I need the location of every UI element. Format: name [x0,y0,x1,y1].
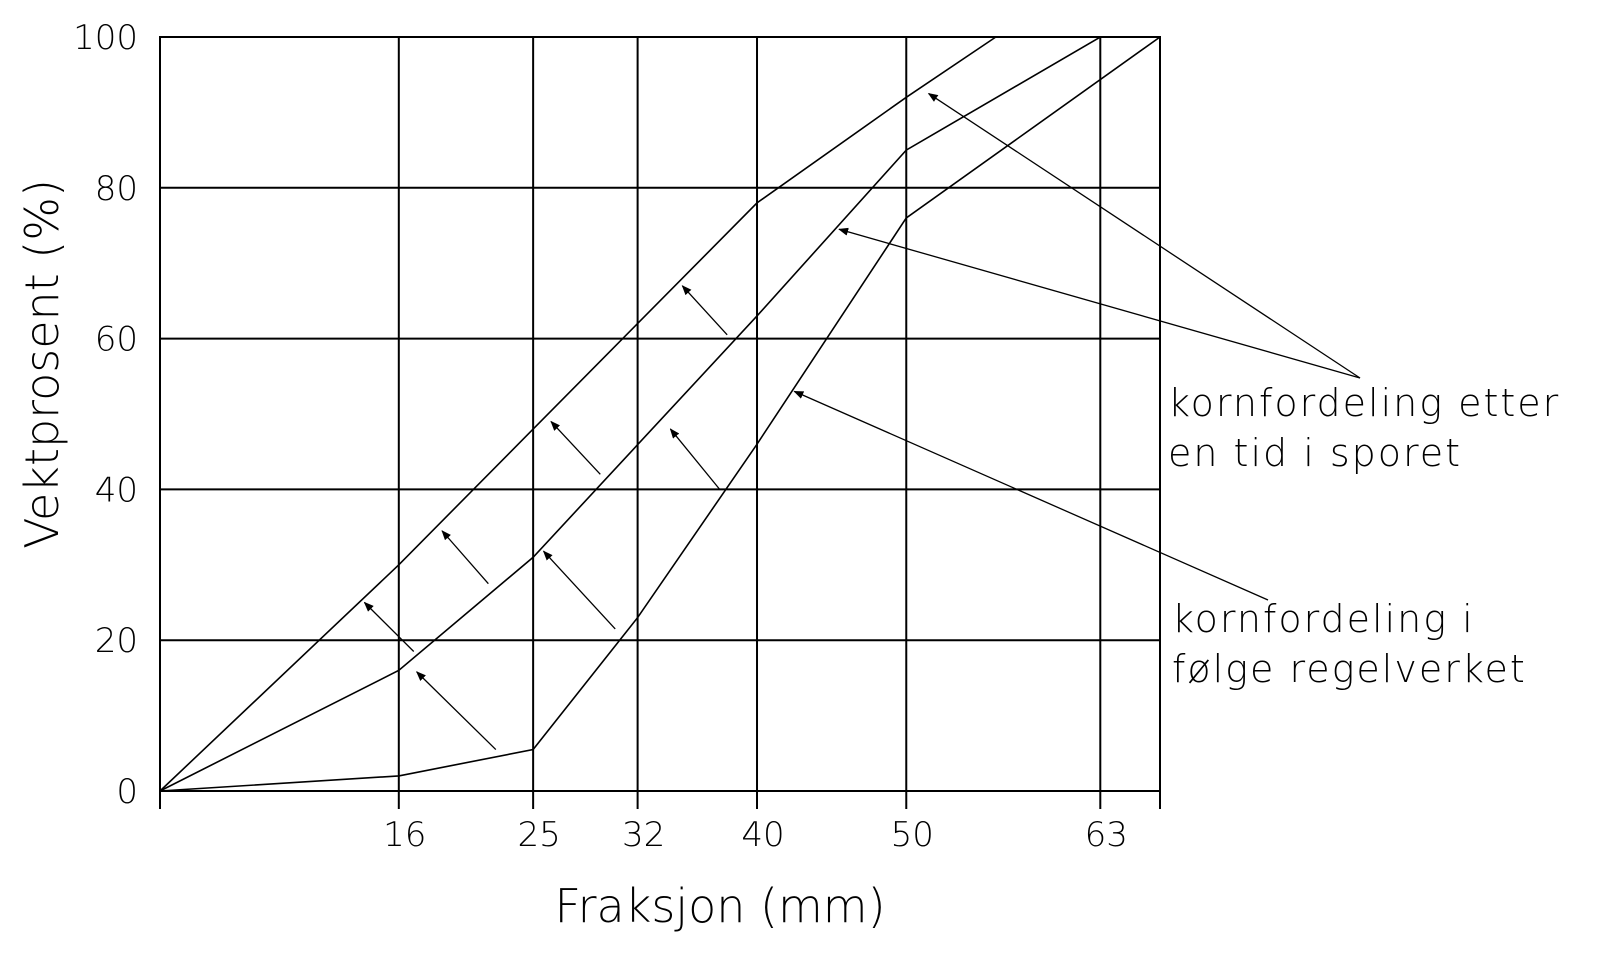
y-tick-label-0: 0 [116,772,138,812]
y-tick-label-40: 40 [95,470,138,510]
shift-arrow-2 [363,601,415,652]
annotation-2-line-1: kornfordeling i [1172,597,1475,641]
annotation-1-leader-1 [927,92,1361,379]
annotation-1-leader-2 [838,227,1361,379]
x-tick-label-25: 25 [518,815,561,855]
x-tick-label-32: 32 [622,815,665,855]
x-tick-label-50: 50 [891,815,934,855]
curve-lower [159,36,1161,792]
curves [159,36,1161,792]
annotation-1-line-2: en tid i sporet [1168,431,1462,475]
labels: 0 20 40 60 80 100 16 25 32 40 50 63 Fraksjon (mm) Vek… [15,18,1128,933]
annotation-2-line-2: følge regelverket [1172,647,1527,691]
shift-arrow-6 [669,428,721,490]
curve-upper [159,36,1160,792]
x-tick-label-16: 16 [383,815,426,855]
x-axis-label: Fraksjon (mm) [554,879,885,933]
grid [159,36,1161,809]
shift-arrows [363,285,728,750]
y-tick-label-100: 100 [73,18,138,58]
annotations: kornfordeling etter en tid i sporet kornfo… [793,92,1560,691]
shift-arrow-1 [416,671,497,750]
shift-arrow-3 [441,530,489,585]
shift-arrow-4 [542,550,616,630]
annotation-1-line-1: kornfordeling etter [1168,381,1560,425]
y-tick-label-60: 60 [95,320,138,360]
y-tick-label-80: 80 [95,169,138,209]
annotation-2-leader-1 [793,390,1269,601]
shift-arrow-7 [681,285,728,336]
shift-arrow-5 [550,420,601,475]
y-tick-label-20: 20 [95,621,138,661]
x-tick-label-63: 63 [1085,815,1128,855]
y-axis-label: Vektprosent (%) [15,179,69,549]
curve-middle [159,36,1160,792]
x-tick-label-40: 40 [741,815,784,855]
plot-frame [159,36,1161,792]
